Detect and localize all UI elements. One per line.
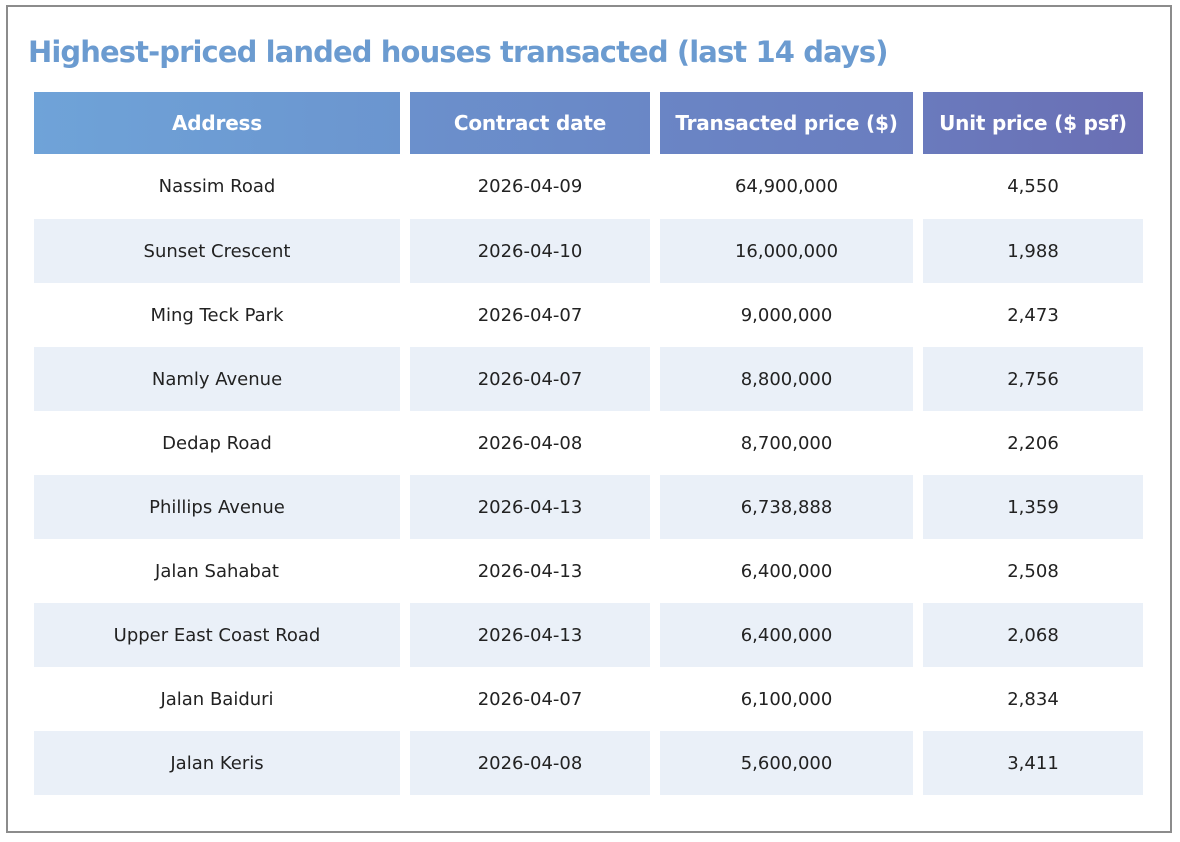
address-cell: Upper East Coast Road <box>34 603 400 667</box>
transacted-price-cell: 5,600,000 <box>660 731 913 795</box>
data-table: Address Contract date Transacted price (… <box>24 92 1153 795</box>
unit-price-cell: 2,473 <box>1007 304 1059 326</box>
table-row: Dedap Road 2026-04-08 8,700,000 2,206 <box>34 411 1143 475</box>
contract-date-cell: 2026-04-09 <box>477 176 583 197</box>
contract-date-cell: 2026-04-08 <box>410 731 650 795</box>
transacted-price-cell: 9,000,000 <box>740 304 833 326</box>
transacted-price-cell: 6,400,000 <box>740 560 833 582</box>
contract-date-cell: 2026-04-10 <box>410 219 650 283</box>
table-row: Sunset Crescent 2026-04-10 16,000,000 1,988 <box>34 219 1143 283</box>
unit-price-cell: 2,756 <box>923 347 1143 411</box>
address-cell: Jalan Sahabat <box>155 560 279 582</box>
contract-date-cell: 2026-04-07 <box>410 347 650 411</box>
contract-date-cell: 2026-04-13 <box>410 603 650 667</box>
column-header-unit-price: Unit price ($ psf) <box>923 92 1143 154</box>
table-row: Namly Avenue 2026-04-07 8,800,000 2,756 <box>34 347 1143 411</box>
chart-frame: Highest-priced landed houses transacted … <box>6 5 1172 833</box>
address-cell: Phillips Avenue <box>34 475 400 539</box>
table-row: Jalan Keris 2026-04-08 5,600,000 3,411 <box>34 731 1143 795</box>
contract-date-cell: 2026-04-07 <box>477 688 583 710</box>
address-cell: Jalan Baiduri <box>160 688 274 710</box>
table-row: Jalan Baiduri 2026-04-07 6,100,000 2,834 <box>34 667 1143 731</box>
transacted-price-cell: 16,000,000 <box>660 219 913 283</box>
address-cell: Nassim Road <box>158 176 276 197</box>
column-header-address: Address <box>34 92 400 154</box>
unit-price-cell: 4,550 <box>1007 176 1059 197</box>
unit-price-cell: 1,988 <box>923 219 1143 283</box>
table-row: Upper East Coast Road 2026-04-13 6,400,000… <box>34 603 1143 667</box>
address-cell: Jalan Keris <box>34 731 400 795</box>
address-cell: Namly Avenue <box>34 347 400 411</box>
transacted-price-cell: 8,700,000 <box>740 432 833 454</box>
table-row: Phillips Avenue 2026-04-13 6,738,888 1,359 <box>34 475 1143 539</box>
table-row: Jalan Sahabat 2026-04-13 6,400,000 2,508 <box>34 539 1143 603</box>
transacted-price-cell: 64,900,000 <box>734 176 839 197</box>
transacted-price-cell: 8,800,000 <box>660 347 913 411</box>
unit-price-cell: 2,206 <box>1007 432 1059 454</box>
column-header-transacted-price: Transacted price ($) <box>660 92 913 154</box>
unit-price-cell: 3,411 <box>923 731 1143 795</box>
table-body: Nassim Road 2026-04-09 64,900,000 4,550 Suns… <box>34 154 1143 795</box>
column-header-contract-date: Contract date <box>410 92 650 154</box>
address-cell: Sunset Crescent <box>34 219 400 283</box>
table-row: Nassim Road 2026-04-09 64,900,000 4,550 <box>34 154 1143 219</box>
transacted-price-cell: 6,738,888 <box>660 475 913 539</box>
unit-price-cell: 1,359 <box>923 475 1143 539</box>
transacted-price-cell: 6,100,000 <box>740 688 833 710</box>
contract-date-cell: 2026-04-08 <box>477 432 583 454</box>
transacted-price-cell: 6,400,000 <box>660 603 913 667</box>
contract-date-cell: 2026-04-13 <box>477 560 583 582</box>
unit-price-cell: 2,508 <box>1007 560 1059 582</box>
unit-price-cell: 2,834 <box>1007 688 1059 710</box>
unit-price-cell: 2,068 <box>923 603 1143 667</box>
address-cell: Ming Teck Park <box>150 304 284 326</box>
chart-title: Highest-priced landed houses transacted … <box>28 35 888 69</box>
contract-date-cell: 2026-04-13 <box>410 475 650 539</box>
address-cell: Dedap Road <box>162 432 272 454</box>
table-row: Ming Teck Park 2026-04-07 9,000,000 2,473 <box>34 283 1143 347</box>
contract-date-cell: 2026-04-07 <box>477 304 583 326</box>
header-row: Address Contract date Transacted price (… <box>34 92 1143 154</box>
